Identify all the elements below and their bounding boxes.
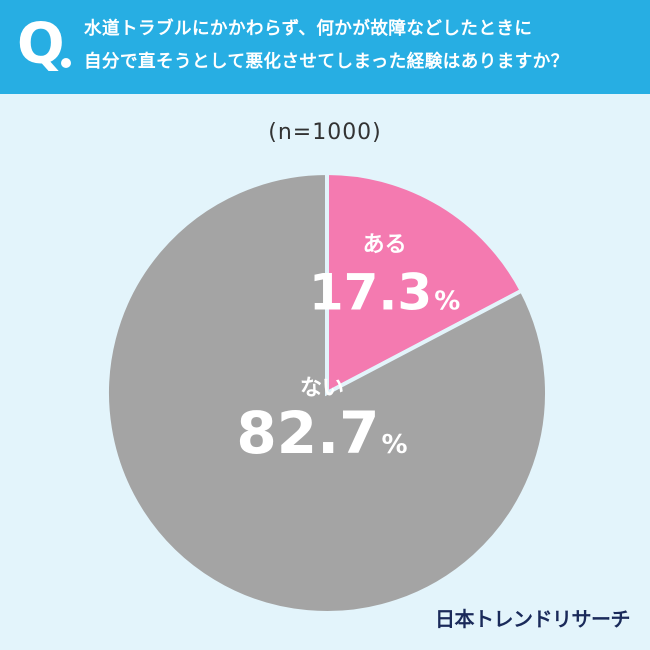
pie-slice-1	[105, 170, 549, 615]
sample-size-label: (n=1000)	[268, 120, 382, 145]
question-line-1: 水道トラブルにかかわらず、何かが故障などしたときに	[84, 19, 533, 39]
question-text: 水道トラブルにかかわらず、何かが故障などしたときに 自分で直そうとして悪化させて…	[84, 13, 644, 79]
question-q-mark: Q	[17, 12, 65, 77]
pie-label-category-1: ない	[300, 376, 344, 401]
pie-slice-0	[325, 170, 525, 397]
pie-label-value-1: 82.7%	[236, 399, 407, 467]
question-q-dot	[61, 58, 71, 68]
brand-logo: 日本トレンドリサーチ	[435, 607, 631, 631]
question-line-2: 自分で直そうとして悪化させてしまった経験はありますか？	[84, 52, 569, 72]
pie-label-value-0: 17.3%	[309, 263, 460, 321]
question-header: Q 水道トラブルにかかわらず、何かが故障などしたときに 自分で直そうとして悪化さ…	[0, 0, 650, 94]
pie-label-category-0: ある	[363, 232, 407, 257]
